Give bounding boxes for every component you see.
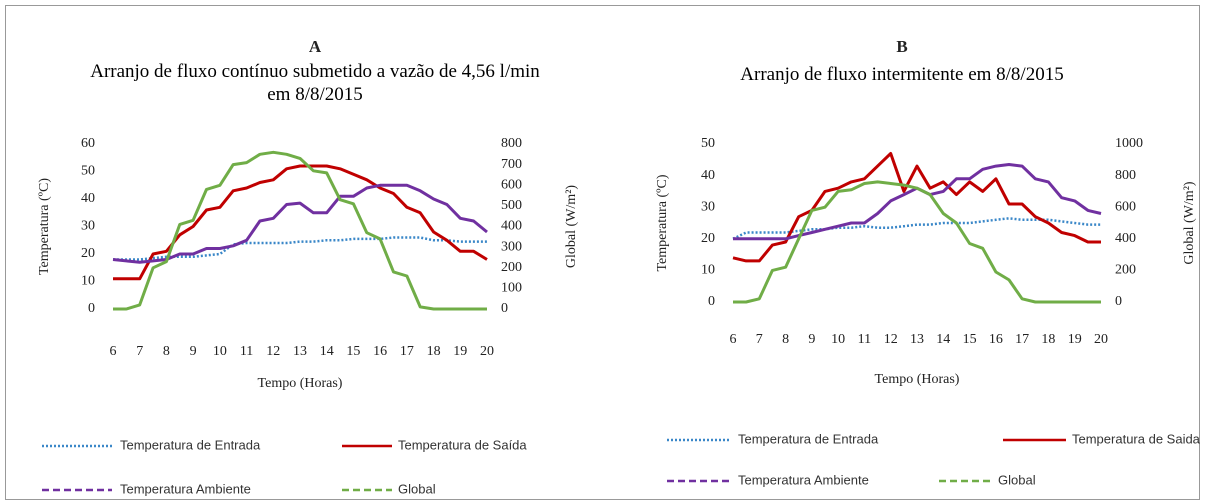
y2-tick-label: 100	[501, 281, 522, 296]
x-tick-label: 11	[240, 344, 253, 359]
chart-title: Arranjo de fluxo contínuo submetido a va…	[90, 61, 540, 105]
series-line	[733, 180, 1101, 304]
series-line	[113, 164, 488, 281]
x-tick-label: 9	[808, 332, 815, 347]
chart-title: Arranjo de fluxo intermitente em 8/8/201…	[740, 64, 1064, 85]
y-tick-label: 50	[701, 136, 715, 151]
x-tick-label: 16	[989, 332, 1003, 347]
x-tick-label: 16	[373, 344, 387, 359]
y2-tick-label: 600	[501, 177, 522, 192]
x-tick-label: 10	[213, 344, 227, 359]
y-tick-label: 30	[701, 199, 715, 214]
x-tick-label: 19	[453, 344, 467, 359]
y2-axis-title: Global (W/m²)	[1182, 181, 1197, 264]
legend-label: Temperatura de Saída	[398, 437, 527, 452]
chart-label: B	[896, 37, 907, 56]
y2-tick-label: 800	[1115, 168, 1136, 183]
legend-label: Global	[998, 472, 1036, 487]
x-tick-label: 14	[320, 344, 334, 359]
legend-label: Temperatura de Saida	[1072, 431, 1201, 446]
y-tick-label: 40	[81, 191, 95, 206]
x-tick-label: 12	[884, 332, 898, 347]
y2-axis-title: Global (W/m²)	[564, 185, 579, 268]
x-tick-label: 15	[346, 344, 360, 359]
x-tick-label: 18	[1041, 332, 1055, 347]
y-tick-label: 20	[701, 231, 715, 246]
legend-label: Temperatura Ambiente	[738, 472, 869, 487]
y-tick-label: 10	[701, 263, 715, 278]
y-axis-title: Temperatura (ºC)	[655, 174, 670, 271]
y-tick-label: 0	[88, 301, 95, 316]
y-tick-label: 40	[701, 168, 715, 183]
y-tick-label: 20	[81, 246, 95, 261]
legend-label: Temperatura Ambiente	[120, 481, 251, 496]
x-tick-label: 19	[1068, 332, 1082, 347]
y2-tick-label: 0	[1115, 294, 1122, 309]
x-tick-label: 17	[400, 344, 414, 359]
x-tick-label: 7	[756, 332, 763, 347]
x-tick-label: 11	[858, 332, 871, 347]
x-tick-label: 20	[1094, 332, 1108, 347]
y2-tick-label: 0	[501, 301, 508, 316]
x-axis-title: Tempo (Horas)	[875, 372, 960, 387]
chart-label: A	[309, 37, 322, 56]
x-tick-label: 7	[136, 344, 143, 359]
x-tick-label: 9	[190, 344, 197, 359]
y2-tick-label: 300	[501, 239, 522, 254]
y2-tick-label: 600	[1115, 199, 1136, 214]
x-tick-label: 10	[831, 332, 845, 347]
x-tick-label: 12	[266, 344, 280, 359]
x-tick-label: 18	[427, 344, 441, 359]
y-axis-title: Temperatura (ºC)	[37, 178, 52, 275]
series-line	[113, 150, 487, 311]
x-tick-label: 13	[910, 332, 924, 347]
y-tick-label: 30	[81, 219, 95, 234]
series-line	[733, 163, 1102, 241]
frame	[5, 5, 1200, 500]
x-tick-label: 17	[1015, 332, 1029, 347]
y-tick-label: 50	[81, 164, 95, 179]
legend-label: Temperatura de Entrada	[738, 431, 879, 446]
legend-label: Global	[398, 481, 436, 496]
x-tick-label: 14	[936, 332, 950, 347]
x-tick-label: 15	[963, 332, 977, 347]
x-tick-label: 20	[480, 344, 494, 359]
y-tick-label: 0	[708, 294, 715, 309]
y2-tick-label: 400	[1115, 231, 1136, 246]
y2-tick-label: 1000	[1115, 136, 1143, 151]
legend-label: Temperatura de Entrada	[120, 437, 261, 452]
x-tick-label: 6	[110, 344, 117, 359]
y-tick-label: 10	[81, 274, 95, 289]
y2-tick-label: 800	[501, 136, 522, 151]
y2-tick-label: 200	[501, 260, 522, 275]
y2-tick-label: 500	[501, 198, 522, 213]
y-tick-label: 60	[81, 136, 95, 151]
series-line	[112, 183, 488, 264]
x-tick-label: 8	[163, 344, 170, 359]
series-line	[732, 152, 1101, 263]
x-axis-title: Tempo (Horas)	[258, 376, 343, 391]
y2-tick-label: 700	[501, 157, 522, 172]
y2-tick-label: 400	[501, 219, 522, 234]
x-tick-label: 13	[293, 344, 307, 359]
y2-tick-label: 200	[1115, 263, 1136, 278]
x-tick-label: 6	[730, 332, 737, 347]
x-tick-label: 8	[782, 332, 789, 347]
